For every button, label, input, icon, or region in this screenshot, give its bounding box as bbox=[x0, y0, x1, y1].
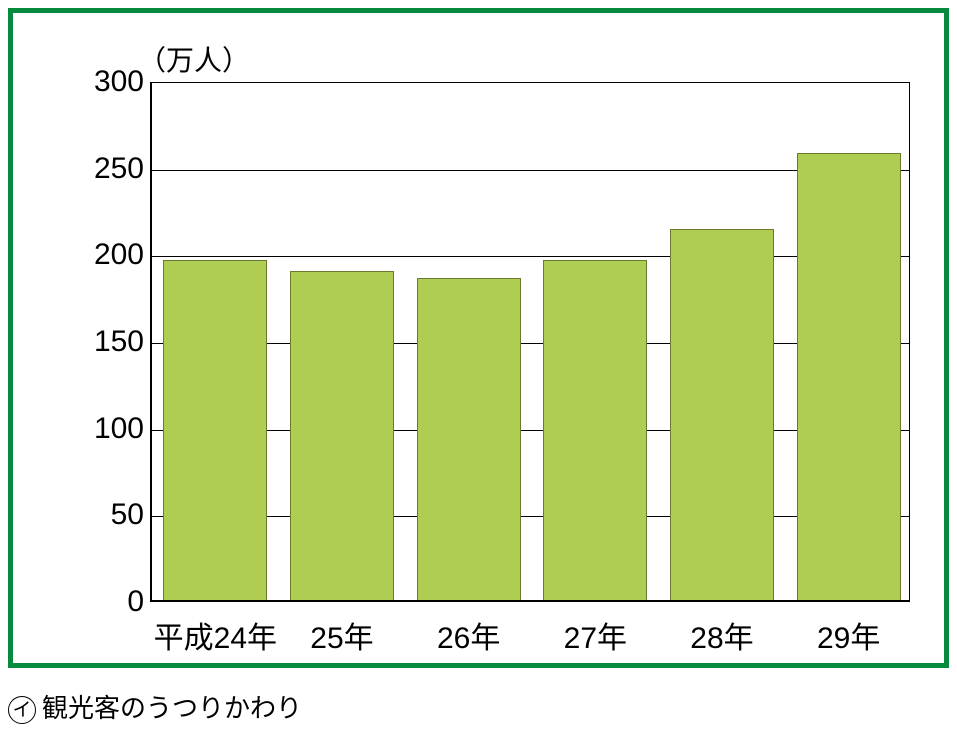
x-tick-label: 25年 bbox=[279, 613, 406, 657]
y-tick-label: 150 bbox=[21, 325, 144, 359]
y-tick-label: 300 bbox=[21, 65, 144, 99]
caption-text: 観光客のうつりかわり bbox=[42, 693, 302, 723]
chart-caption: イ観光客のうつりかわり bbox=[8, 688, 302, 725]
bar bbox=[797, 153, 901, 600]
x-tick-label: 28年 bbox=[659, 613, 786, 657]
y-tick-label: 250 bbox=[21, 152, 144, 186]
gridline bbox=[152, 170, 909, 171]
bar bbox=[670, 229, 774, 600]
y-tick-label: 200 bbox=[21, 238, 144, 272]
y-axis-label: （万人） bbox=[138, 39, 250, 79]
bar bbox=[543, 260, 647, 600]
y-tick-label: 0 bbox=[21, 585, 144, 619]
plot-area: 050100150200250300平成24年25年26年27年28年29年 bbox=[150, 82, 910, 602]
gridline bbox=[152, 256, 909, 257]
y-tick-label: 50 bbox=[21, 498, 144, 532]
x-tick-label: 平成24年 bbox=[152, 613, 279, 657]
x-tick-label: 26年 bbox=[405, 613, 532, 657]
bar bbox=[290, 271, 394, 600]
bar bbox=[163, 260, 267, 600]
chart-frame: 050100150200250300平成24年25年26年27年28年29年 （… bbox=[8, 8, 949, 668]
chart-container: 050100150200250300平成24年25年26年27年28年29年 （… bbox=[0, 0, 957, 731]
x-tick-label: 27年 bbox=[532, 613, 659, 657]
x-tick-label: 29年 bbox=[785, 613, 912, 657]
bar bbox=[417, 278, 521, 600]
caption-marker: イ bbox=[8, 696, 36, 724]
y-tick-label: 100 bbox=[21, 412, 144, 446]
